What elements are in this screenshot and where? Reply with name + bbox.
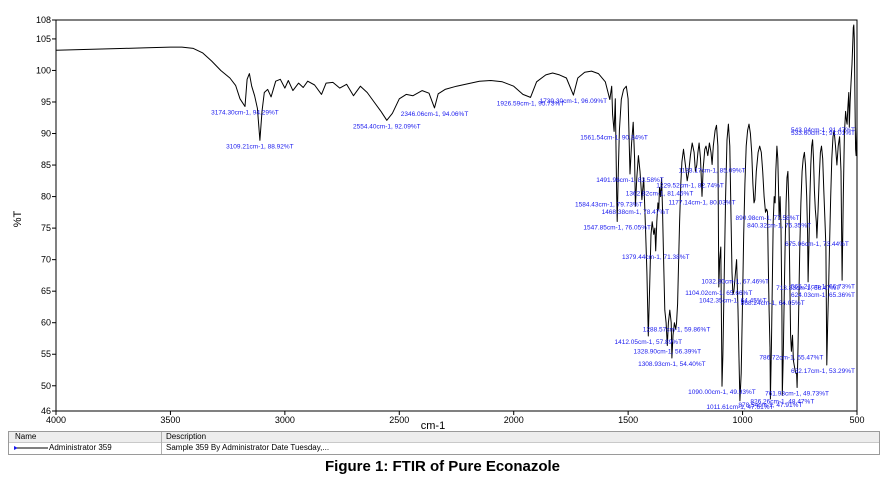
peak-label: 1229.52cm-1, 82.74%T bbox=[656, 182, 724, 189]
peak-label: 3174.30cm-1, 94.29%T bbox=[211, 109, 279, 116]
x-tick-label: 1000 bbox=[733, 415, 753, 425]
peak-label: 1584.43cm-1, 79.73%T bbox=[575, 201, 643, 208]
y-tick-label: 90 bbox=[41, 129, 51, 139]
legend-row-description: Sample 359 By Administrator Date Tuesday… bbox=[166, 443, 330, 452]
peak-label: 1379.44cm-1, 71.38%T bbox=[622, 254, 690, 261]
peak-label: 675.06cm-1, 73.44%T bbox=[785, 241, 849, 248]
peak-label: 1032.30cm-1, 67.46%T bbox=[701, 279, 769, 286]
peak-label: 1547.85cm-1, 76.05%T bbox=[583, 224, 651, 231]
x-tick-label: 3000 bbox=[275, 415, 295, 425]
legend-series-name: Administrator 359 bbox=[49, 443, 112, 452]
y-tick-label: 70 bbox=[41, 255, 51, 265]
y-axis-title: %T bbox=[12, 210, 24, 227]
peak-label: 1042.35cm-1, 64.45%T bbox=[699, 298, 767, 305]
peak-label: 1288.57cm-1, 59.86%T bbox=[643, 327, 711, 334]
peak-label: 632.17cm-1, 53.29%T bbox=[791, 368, 855, 375]
y-tick-label: 100 bbox=[36, 65, 51, 75]
peak-label: 1308.93cm-1, 54.40%T bbox=[638, 361, 706, 368]
peak-label: 868.24cm-1, 64.05%T bbox=[741, 300, 805, 307]
peak-label: 826.26cm-1, 48.47%T bbox=[750, 398, 814, 405]
peak-label: 1177.14cm-1, 80.03%T bbox=[668, 199, 735, 206]
x-axis-title: cm-1 bbox=[421, 420, 445, 432]
y-tick-label: 50 bbox=[41, 381, 51, 391]
y-tick-label: 65 bbox=[41, 286, 51, 296]
peak-label: 1739.30cm-1, 96.09%T bbox=[540, 98, 608, 105]
legend-table-header bbox=[9, 432, 879, 443]
peak-label: 1491.96cm-1, 83.58%T bbox=[596, 177, 664, 184]
peak-label: 543.04cm-1, 91.47%T bbox=[791, 127, 855, 134]
peak-label: 565.21cm-1, 66.73%T bbox=[791, 283, 855, 290]
ftir-chart: 4000 3500 3000 2500 2000 1500 1000 500 46 50 55 60 6… bbox=[12, 15, 865, 432]
peak-label: 1926.59cm-1, 95.73%T bbox=[497, 100, 565, 107]
y-tick-label: 85 bbox=[41, 160, 51, 170]
x-tick-label: 4000 bbox=[46, 415, 66, 425]
description-column-header[interactable]: Description bbox=[166, 432, 207, 441]
y-tick-label: 95 bbox=[41, 97, 51, 107]
peak-label: 840.32cm-1, 76.35%T bbox=[747, 223, 811, 230]
figure-caption: Figure 1: FTIR of Pure Econazole bbox=[324, 458, 561, 475]
x-tick-label: 1500 bbox=[618, 415, 638, 425]
plot-frame bbox=[55, 19, 858, 412]
peak-label: 786.72cm-1, 55.47%T bbox=[759, 354, 823, 361]
y-tick-label: 55 bbox=[41, 349, 51, 359]
column-divider bbox=[161, 432, 162, 454]
y-tick-label: 75 bbox=[41, 223, 51, 233]
peak-label: 878.54cm-1, 47.91%T bbox=[738, 402, 802, 409]
x-tick-label: 3500 bbox=[160, 415, 180, 425]
y-tick-label: 60 bbox=[41, 318, 51, 328]
peak-label: 2554.40cm-1, 92.09%T bbox=[353, 123, 421, 130]
legend-row-name[interactable]: Administrator 359 bbox=[13, 443, 112, 453]
y-tick-label: 105 bbox=[36, 34, 51, 44]
peak-label: 1104.02cm-1, 65.66%T bbox=[685, 290, 752, 297]
peak-label: 533.60cm-1, 91.01%T bbox=[791, 130, 855, 137]
peak-label: 1412.05cm-1, 57.89%T bbox=[614, 339, 682, 346]
peak-label: 1561.54cm-1, 90.34%T bbox=[580, 134, 648, 141]
peak-label: 1090.00cm-1, 49.93%T bbox=[688, 389, 756, 396]
peak-label: 1468.38cm-1, 78.47%T bbox=[602, 209, 670, 216]
peak-label: 713.83cm-1, 66.47%T bbox=[776, 285, 840, 292]
peak-label: 1133.17cm-1, 85.09%T bbox=[679, 167, 746, 174]
x-tick-label: 500 bbox=[849, 415, 864, 425]
legend-table: Name Description Administrator 359 Sampl… bbox=[8, 431, 880, 455]
line-swatch-icon bbox=[14, 445, 48, 450]
y-tick-label: 46 bbox=[41, 406, 51, 416]
peak-label: 2346.06cm-1, 94.06%T bbox=[401, 111, 469, 118]
y-tick-label: 108 bbox=[36, 15, 51, 25]
x-tick-label: 2000 bbox=[504, 415, 524, 425]
peak-label: 624.03cm-1, 65.36%T bbox=[791, 292, 855, 299]
y-tick-label: 80 bbox=[41, 192, 51, 202]
peak-label: 3109.21cm-1, 88.92%T bbox=[226, 143, 294, 150]
peak-label: 1328.90cm-1, 56.39%T bbox=[634, 348, 702, 355]
spectrum-line bbox=[55, 24, 858, 402]
peak-label: 890.98cm-1, 77.58%T bbox=[736, 215, 800, 222]
peak-label: 761.93cm-1, 49.73%T bbox=[765, 390, 829, 397]
peak-label: 1011.61cm-1, 47.61%T bbox=[706, 404, 773, 411]
name-column-header[interactable]: Name bbox=[15, 432, 37, 441]
x-tick-label: 2500 bbox=[389, 415, 409, 425]
peak-label: 1362.82cm-1, 81.46%T bbox=[626, 190, 694, 197]
